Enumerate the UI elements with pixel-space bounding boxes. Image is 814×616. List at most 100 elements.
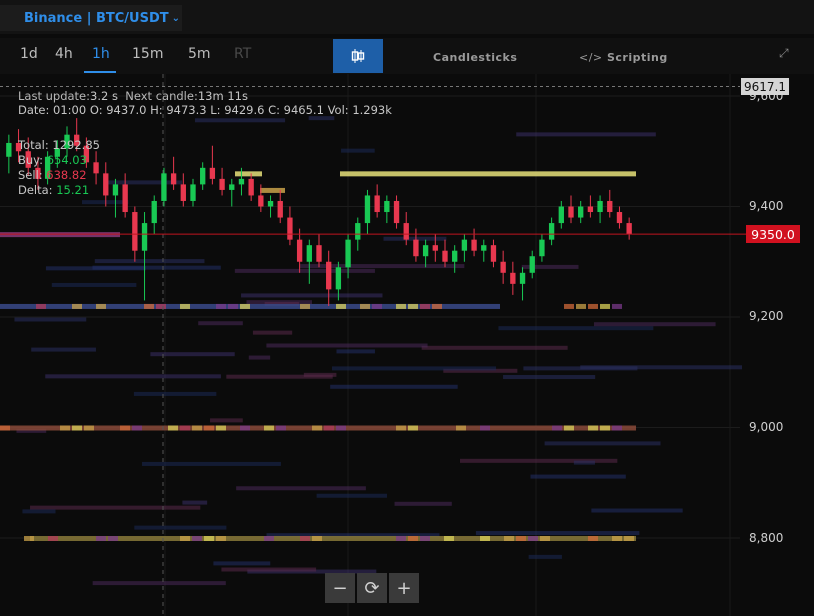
heatmap-cell [180, 303, 190, 309]
heatmap-cell [30, 505, 201, 510]
candle-body [490, 245, 497, 262]
candle-body [452, 250, 458, 262]
candle-body [558, 206, 564, 224]
close-label: C: [268, 103, 280, 117]
heatmap-cell [92, 581, 226, 586]
heatmap-cell [133, 391, 217, 396]
reset-zoom-button[interactable]: ⟳ [357, 573, 387, 603]
heatmap-cell [336, 303, 346, 309]
heatmap-cell [168, 425, 178, 431]
heatmap-cell [48, 536, 58, 541]
heatmap-cell [198, 321, 243, 326]
candle-body [122, 184, 128, 213]
timeframe-1h[interactable]: 1h [92, 46, 110, 62]
heatmap-cell [194, 118, 286, 123]
heatmap-cell [408, 303, 418, 309]
timeframe-1d[interactable]: 1d [20, 46, 38, 62]
vol-label: Vol: [327, 103, 349, 117]
scripting-tab[interactable]: </> Scripting [579, 51, 668, 64]
heatmap-cell [0, 425, 10, 431]
heatmap-cell [420, 303, 430, 309]
candle-body [112, 184, 119, 196]
code-icon: </> [579, 51, 603, 64]
symbol-selector[interactable]: Binance | BTC/USDT ⌄ [0, 5, 182, 31]
candle-body [103, 173, 109, 196]
heatmap-cell [264, 536, 274, 541]
timeframe-4h[interactable]: 4h [55, 46, 73, 62]
heatmap-cell [580, 365, 742, 370]
heatmap-cell [266, 343, 428, 348]
heatmap-cell [96, 303, 106, 309]
zoom-out-button[interactable]: − [325, 573, 355, 603]
y-tick-label: 9,400 [749, 199, 784, 213]
heatmap-cell [498, 326, 654, 331]
buy-value: 654.03 [46, 153, 87, 167]
heatmap-cell [22, 509, 56, 514]
candle-body [258, 195, 264, 207]
heatmap-cell [81, 200, 129, 205]
expand-icon[interactable]: ⤢ [779, 46, 789, 60]
candle-body [93, 162, 99, 174]
heatmap-cell [503, 375, 596, 380]
candle-body [384, 200, 390, 213]
heatmap-cell [247, 569, 377, 574]
candlestick-view-button[interactable] [333, 39, 383, 73]
candle-body [548, 223, 555, 240]
zoom-in-button[interactable]: + [389, 573, 419, 603]
heatmap-cell [408, 425, 418, 431]
heatmap-band [30, 536, 636, 541]
candle-body [209, 167, 216, 179]
heatmap-cell [360, 303, 370, 309]
heatmap-cell [31, 347, 96, 352]
high-value: 9473.3 [166, 103, 207, 117]
candle-body [83, 145, 90, 163]
heatmap-cell [456, 425, 466, 431]
last-update-line: Last update:3.2 s Next candle:13m 11s [18, 89, 248, 103]
heatmap-cell [36, 303, 46, 309]
heatmap-cell [180, 536, 190, 541]
heatmap-cell [544, 441, 661, 446]
heatmap-cell [504, 536, 514, 541]
heatmap-cell [591, 508, 683, 513]
heatmap-cell [600, 303, 610, 309]
candle-body [607, 200, 613, 213]
heatmap-cell [216, 303, 226, 309]
heatmap-band [340, 171, 636, 177]
timeframe-5m[interactable]: 5m [188, 46, 211, 62]
candle-body [316, 245, 322, 262]
candle-body [442, 250, 448, 262]
heatmap-cell [94, 259, 205, 264]
heatmap-cell [432, 303, 442, 309]
candle-body [170, 173, 177, 185]
heatmap-cell [612, 536, 622, 541]
low-label: L: [210, 103, 221, 117]
heatmap-cell [45, 374, 221, 379]
heatmap-cell [624, 536, 634, 541]
candle-body [74, 134, 80, 146]
heatmap-cell [480, 536, 490, 541]
y-tick-label: 8,800 [749, 531, 784, 545]
scripting-tab-label: Scripting [606, 51, 668, 64]
heatmap-cell [192, 536, 202, 541]
candle-body [35, 167, 41, 179]
date-value: 01:00 [53, 103, 87, 117]
timeframe-rt[interactable]: RT [234, 46, 252, 62]
heatmap-cell [92, 265, 221, 270]
candle-body [403, 223, 409, 240]
heatmap-cell [204, 536, 214, 541]
candlesticks-tab[interactable]: Candlesticks [433, 51, 518, 64]
heatmap-cell [108, 536, 118, 541]
heatmap-cell [420, 536, 430, 541]
sell-value: 638.82 [46, 168, 87, 182]
heatmap-cell [210, 418, 243, 423]
heatmap-cell [383, 236, 447, 241]
orderbook-heatmap-chart[interactable] [0, 74, 814, 616]
heatmap-cell [299, 264, 465, 269]
timeframe-15m[interactable]: 15m [132, 46, 164, 62]
heatmap-cell [540, 536, 550, 541]
candle-body [190, 184, 196, 201]
next-candle-label: Next candle: [125, 89, 198, 103]
heatmap-cell [612, 425, 622, 431]
heatmap-cell [216, 425, 226, 431]
candle-body [200, 167, 206, 185]
